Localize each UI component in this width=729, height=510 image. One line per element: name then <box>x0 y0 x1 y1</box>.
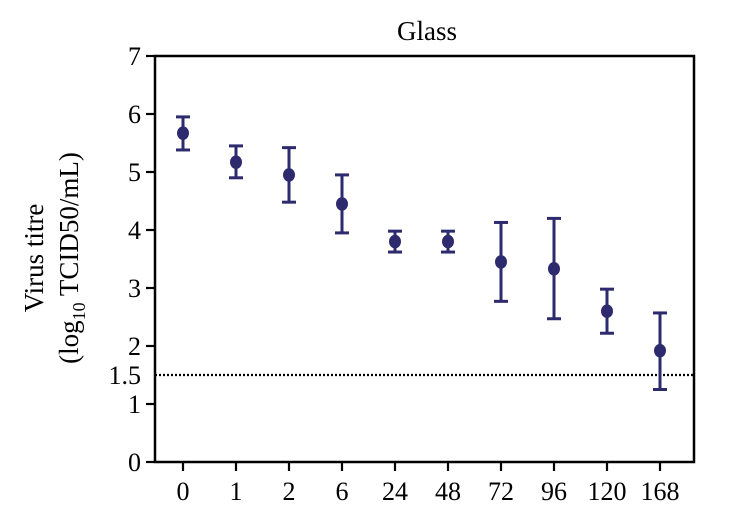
y-axis-label-line2: (log10 TCID50/mL) <box>54 152 89 364</box>
data-point <box>283 168 295 182</box>
plot-frame <box>153 54 696 464</box>
y-axis-label-pre: (log <box>54 320 84 364</box>
data-point <box>389 234 401 249</box>
y-tick-label: 0 <box>128 448 141 477</box>
data-point <box>442 234 454 249</box>
data-point <box>177 126 189 140</box>
data-point <box>495 255 507 269</box>
y-axis-label-post: TCID50/mL) <box>54 152 84 302</box>
y-tick-label: 1 <box>128 390 141 419</box>
y-axis-ticks: 0 1 2 3 4 5 6 7 1.5 <box>109 42 155 477</box>
y-tick-label: 4 <box>128 216 141 245</box>
data-points <box>177 126 666 358</box>
x-tick-label: 1 <box>230 477 243 506</box>
x-tick-label: 2 <box>283 477 296 506</box>
data-point <box>548 262 560 276</box>
data-point <box>601 304 613 319</box>
x-tick-label: 72 <box>488 477 514 506</box>
error-bars <box>176 115 667 391</box>
y-tick-label: 2 <box>128 332 141 361</box>
x-tick-label: 168 <box>641 477 680 506</box>
y-tick-label: 5 <box>128 158 141 187</box>
x-tick-label: 120 <box>588 477 627 506</box>
x-axis-ticks: 0 1 2 6 24 48 72 96 120 168 <box>177 462 680 506</box>
y-tick-label: 3 <box>128 274 141 303</box>
x-tick-label: 48 <box>435 477 461 506</box>
x-tick-label: 0 <box>177 477 190 506</box>
data-point <box>336 197 348 211</box>
x-tick-label: 24 <box>382 477 408 506</box>
x-tick-label: 6 <box>336 477 349 506</box>
y-tick-label: 7 <box>128 42 141 71</box>
x-tick-label: 96 <box>541 477 567 506</box>
y-tick-label: 6 <box>128 100 141 129</box>
y-axis-label-line1: Virus titre <box>19 204 49 313</box>
y-axis-label: Virus titre (log10 TCID50/mL) <box>19 152 89 364</box>
y-axis-label-subscript: 10 <box>69 302 89 320</box>
data-point <box>230 155 242 169</box>
chart-title: Glass <box>397 16 457 46</box>
reference-line-label: 1.5 <box>109 361 142 390</box>
data-point <box>654 343 666 358</box>
